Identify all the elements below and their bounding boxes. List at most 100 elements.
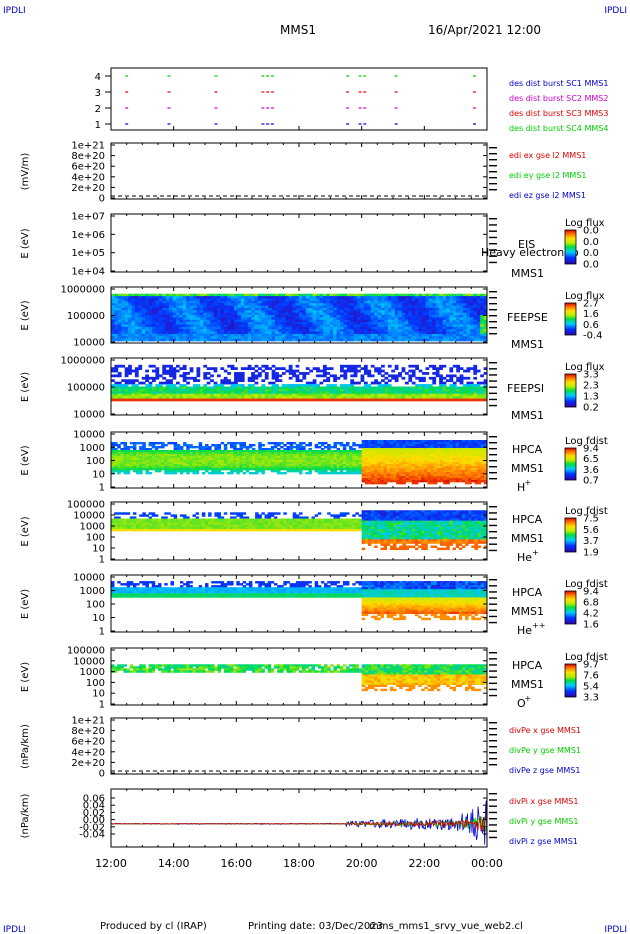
spectrogram-cell <box>336 336 341 339</box>
spectrogram-cell <box>295 444 300 447</box>
spectrogram-cell <box>384 298 389 302</box>
spectrogram-cell <box>226 458 231 461</box>
spectrogram-cell <box>230 398 235 402</box>
spectrogram-cell <box>394 317 399 321</box>
spectrogram-cell <box>244 326 249 330</box>
spectrogram-cell <box>186 468 190 471</box>
spectrogram-cell <box>264 333 269 337</box>
spectrogram-cell <box>213 336 218 339</box>
spectrogram-cell <box>124 338 129 342</box>
spectrogram-cell <box>205 444 209 447</box>
spectrogram-cell <box>459 293 464 297</box>
spectrogram-cell <box>418 398 423 402</box>
spectrogram-cell <box>182 364 187 368</box>
spectrogram-cell <box>411 324 416 328</box>
spectrogram-cell <box>186 464 190 467</box>
spectrogram-cell <box>387 319 392 323</box>
spectrogram-cell <box>363 393 368 397</box>
spectrogram-cell <box>425 338 430 342</box>
spectrogram-cell <box>193 312 197 316</box>
spectrogram-cell <box>268 398 273 402</box>
spectrogram-cell <box>339 452 344 455</box>
spectrogram-cell <box>141 331 146 335</box>
spectrogram-cell <box>456 319 461 323</box>
spectrogram-cell <box>170 470 175 473</box>
spectrogram-cell <box>220 396 225 399</box>
spectrogram-cell <box>473 298 478 302</box>
spectrogram-cell <box>154 452 159 455</box>
spectrogram-cell <box>408 391 413 395</box>
spectrogram-cell <box>295 460 300 463</box>
spectrogram-cell <box>428 393 433 397</box>
spectrogram-cell <box>208 454 212 457</box>
spectrogram-cell <box>223 307 228 311</box>
spectrogram-cell <box>391 305 396 309</box>
spectrogram-cell <box>152 312 156 316</box>
spectrogram-cell <box>299 391 303 395</box>
spectrogram-cell <box>179 296 184 299</box>
spectrogram-cell <box>193 326 197 330</box>
spectrogram-cell <box>210 391 214 395</box>
spectrogram-cell <box>355 450 359 453</box>
spectrogram-cell <box>370 307 375 311</box>
spectrogram-cell <box>418 296 423 299</box>
spectrogram-cell <box>245 462 250 465</box>
spectrogram-cell <box>230 300 235 304</box>
spectrogram-cell <box>271 386 276 390</box>
spectrogram-cell <box>257 300 262 304</box>
spectrogram-cell <box>124 324 129 328</box>
spectrogram-cell <box>432 312 437 316</box>
spectrogram-cell <box>114 460 118 463</box>
spectrogram-cell <box>286 442 290 445</box>
spectrogram-cell <box>264 458 269 461</box>
spectrogram-cell <box>111 324 115 328</box>
spectrogram-cell <box>128 338 132 342</box>
spectrogram-cell <box>439 300 443 304</box>
spectrogram-cell <box>155 331 160 335</box>
spectrogram-cell <box>374 326 378 330</box>
instrument-label: MMS1 <box>511 338 544 351</box>
spectrogram-cell <box>164 464 168 467</box>
spectrogram-cell <box>422 326 426 330</box>
spectrogram-cell <box>230 391 235 395</box>
spectrogram-cell <box>445 398 450 402</box>
spectrogram-cell <box>435 386 440 390</box>
spectrogram-cell <box>244 336 249 339</box>
spectrogram-cell <box>123 464 128 467</box>
spectrogram-cell <box>124 296 129 299</box>
spectrogram-cell <box>175 322 180 325</box>
spectrogram-cell <box>353 293 358 297</box>
spectrogram-cell <box>314 444 319 447</box>
spectrogram-cell <box>377 307 382 311</box>
spectrogram-cell <box>275 398 279 402</box>
spectrogram-cell <box>170 456 175 459</box>
spectrogram-cell <box>476 393 481 397</box>
spectrogram-cell <box>182 296 187 299</box>
spectrogram-cell <box>220 458 225 461</box>
spectrogram-cell <box>199 388 204 392</box>
spectrogram-cell <box>216 322 221 325</box>
spectrogram-cell <box>201 458 206 461</box>
spectrogram-cell <box>317 466 322 469</box>
spectrogram-cell <box>374 440 378 443</box>
spectrogram-cell <box>211 450 215 453</box>
spectrogram-cell <box>138 329 143 332</box>
spectrogram-cell <box>186 310 190 313</box>
spectrogram-cell <box>162 381 167 385</box>
spectrogram-cell <box>268 324 273 328</box>
spectrogram-cell <box>377 440 381 443</box>
spectrogram-cell <box>132 466 137 469</box>
spectrogram-cell <box>404 381 409 385</box>
spectrogram-cell <box>196 333 201 337</box>
spectrogram-cell <box>208 466 212 469</box>
spectrogram-cell <box>299 442 303 445</box>
spectrogram-cell <box>320 458 325 461</box>
spectrogram-cell <box>355 456 359 459</box>
spectrogram-cell <box>377 444 381 447</box>
spectrogram-cell <box>367 442 372 445</box>
spectrogram-cell <box>199 331 204 335</box>
spectrogram-cell <box>322 396 327 399</box>
spectrogram-cell <box>158 464 162 467</box>
spectrogram-cell <box>336 333 341 337</box>
spectrogram-cell <box>302 376 307 380</box>
